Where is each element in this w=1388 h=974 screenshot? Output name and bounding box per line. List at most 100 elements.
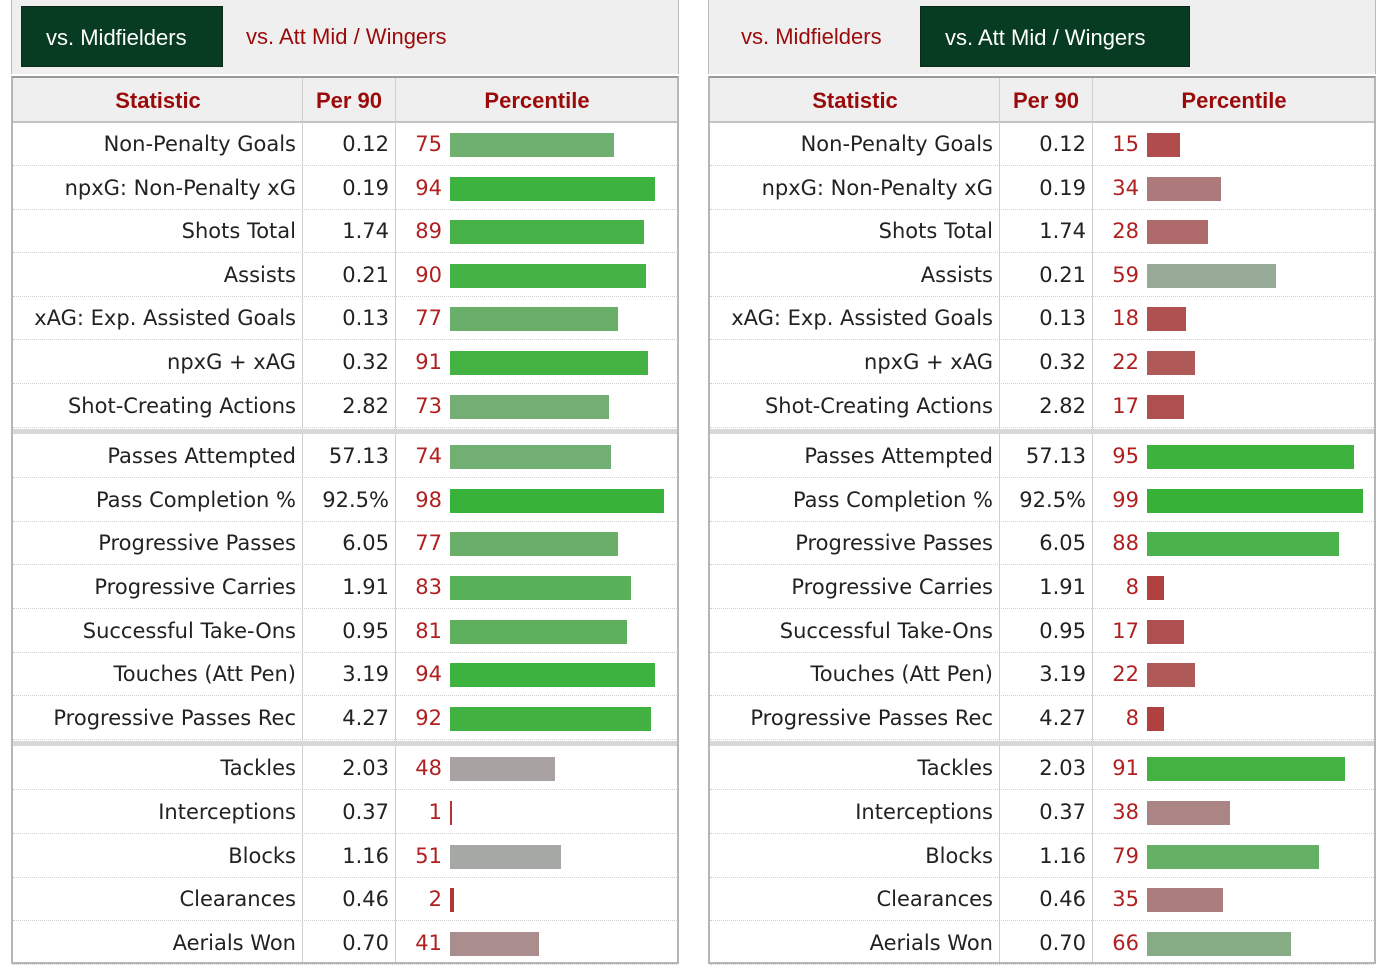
percentile-value: 22 — [1112, 662, 1139, 687]
table-row: Blocks 1.16 79 — [710, 834, 1374, 878]
table-row: Successful Take-Ons 0.95 81 — [13, 609, 677, 653]
percentile-bar — [450, 220, 644, 245]
per90-value: 0.13 — [1039, 306, 1086, 331]
stat-name: Aerials Won — [869, 930, 993, 955]
column-divider — [999, 78, 1000, 962]
table-row: xAG: Exp. Assisted Goals 0.13 18 — [710, 296, 1374, 341]
per90-value: 1.91 — [1039, 575, 1086, 599]
percentile-value: 34 — [1112, 175, 1139, 200]
table-row: npxG: Non-Penalty xG 0.19 94 — [13, 166, 677, 210]
table-row: Progressive Carries 1.91 83 — [13, 565, 677, 609]
table-row: Clearances 0.46 2 — [13, 877, 677, 922]
stat-name: Interceptions — [158, 800, 296, 824]
table-row: Interceptions 0.37 1 — [13, 790, 677, 834]
table-row: Assists 0.21 59 — [710, 253, 1374, 297]
per90-value: 0.70 — [1039, 930, 1086, 955]
percentile-value: 38 — [1112, 800, 1139, 824]
percentile-value: 17 — [1112, 393, 1139, 418]
percentile-value: 91 — [415, 350, 442, 374]
tab-vs-midfielders[interactable]: vs. Midfielders — [741, 24, 882, 49]
stats-table: Statistic Per 90 Percentile Non-Penalty Goa… — [708, 76, 1376, 965]
table-row: Shot-Creating Actions 2.82 17 — [710, 384, 1374, 428]
per90-value: 0.95 — [342, 618, 389, 643]
tab-vs-att-mid-wingers[interactable]: vs. Att Mid / Wingers — [920, 6, 1190, 67]
stat-name: Assists — [920, 262, 993, 287]
percentile-bar — [1147, 801, 1230, 825]
stat-name: Blocks — [228, 843, 296, 868]
percentile-value: 90 — [415, 262, 442, 287]
percentile-bar — [1147, 576, 1164, 600]
stat-name: Pass Completion % — [95, 487, 296, 512]
statistic-column-header[interactable]: Statistic — [812, 88, 898, 113]
table-row: Shots Total 1.74 28 — [710, 209, 1374, 254]
percentile-bar — [450, 619, 627, 644]
percentile-value: 8 — [1125, 705, 1139, 730]
tab-vs-att-mid-wingers[interactable]: vs. Att Mid / Wingers — [246, 24, 447, 49]
percentile-value: 73 — [415, 393, 442, 418]
comparison-panel-left: vs. Midfielders vs. Att Mid / Wingers Stat… — [11, 0, 679, 965]
stat-name: Passes Attempted — [107, 444, 296, 469]
percentile-bar — [450, 931, 539, 956]
per90-value: 0.32 — [342, 350, 389, 374]
per90-value: 1.16 — [1039, 843, 1086, 868]
per90-value: 0.12 — [342, 132, 389, 156]
per90-value: 0.21 — [342, 262, 389, 287]
percentile-bar — [1147, 532, 1339, 557]
stat-name: Touches (Att Pen) — [113, 662, 296, 687]
percentile-bar — [1147, 220, 1208, 245]
stats-table: Statistic Per 90 Percentile Non-Penalty Goa… — [11, 76, 679, 965]
table-row: Shots Total 1.74 89 — [13, 209, 677, 254]
per90-value: 92.5% — [1019, 487, 1086, 512]
tab-vs-midfielders[interactable]: vs. Midfielders — [21, 6, 223, 67]
per90-value: 4.27 — [1039, 705, 1086, 730]
per90-value: 1.74 — [1039, 219, 1086, 244]
percentile-bar — [1147, 844, 1319, 869]
percentile-value: 94 — [415, 175, 442, 200]
percentile-bar — [450, 263, 646, 288]
percentile-bar — [1147, 176, 1221, 201]
stat-name: Pass Completion % — [792, 487, 993, 512]
percentile-bar — [1147, 663, 1195, 688]
stat-name: Non-Penalty Goals — [103, 132, 296, 156]
percentile-value: 17 — [1112, 618, 1139, 643]
table-row: Aerials Won 0.70 66 — [710, 921, 1374, 965]
percentile-bar — [450, 844, 561, 869]
table-row: Passes Attempted 57.13 95 — [710, 434, 1374, 479]
table-row: Shot-Creating Actions 2.82 73 — [13, 384, 677, 428]
table-header: Statistic Per 90 Percentile — [710, 78, 1374, 123]
per90-column-header[interactable]: Per 90 — [1012, 88, 1080, 113]
statistic-column-header[interactable]: Statistic — [115, 88, 201, 113]
stat-name: Shot-Creating Actions — [67, 393, 296, 418]
percentile-bar — [450, 663, 655, 688]
stat-name: Progressive Passes Rec — [53, 705, 296, 730]
per90-value: 0.70 — [342, 930, 389, 955]
percentile-bar — [450, 351, 648, 375]
stat-name: Interceptions — [855, 800, 993, 824]
percentile-value: 81 — [415, 618, 442, 643]
table-row: Interceptions 0.37 38 — [710, 790, 1374, 834]
table-row: Passes Attempted 57.13 74 — [13, 434, 677, 479]
percentile-value: 92 — [415, 705, 442, 730]
percentile-column-header[interactable]: Percentile — [484, 88, 590, 113]
tab-bar: vs. Midfielders vs. Att Mid / Wingers — [708, 0, 1376, 74]
column-divider — [1092, 78, 1093, 962]
per90-value: 2.82 — [342, 393, 389, 418]
stat-name: Non-Penalty Goals — [800, 132, 993, 156]
percentile-bar — [1147, 488, 1363, 513]
per90-value: 3.19 — [342, 662, 389, 687]
per90-value: 57.13 — [328, 444, 389, 469]
per90-value: 6.05 — [342, 531, 389, 556]
table-row: Progressive Passes 6.05 77 — [13, 521, 677, 566]
percentile-bar — [1147, 307, 1186, 332]
percentile-column-header[interactable]: Percentile — [1181, 88, 1287, 113]
percentile-bar — [1147, 706, 1164, 731]
table-row: Clearances 0.46 35 — [710, 877, 1374, 922]
table-row: npxG + xAG 0.32 22 — [710, 340, 1374, 384]
per90-value: 2.03 — [1039, 756, 1086, 781]
percentile-value: 22 — [1112, 350, 1139, 374]
per90-column-header[interactable]: Per 90 — [315, 88, 383, 113]
percentile-value: 95 — [1112, 444, 1139, 469]
percentile-value: 94 — [415, 662, 442, 687]
table-row: Blocks 1.16 51 — [13, 834, 677, 878]
stat-name: Clearances — [876, 887, 993, 912]
